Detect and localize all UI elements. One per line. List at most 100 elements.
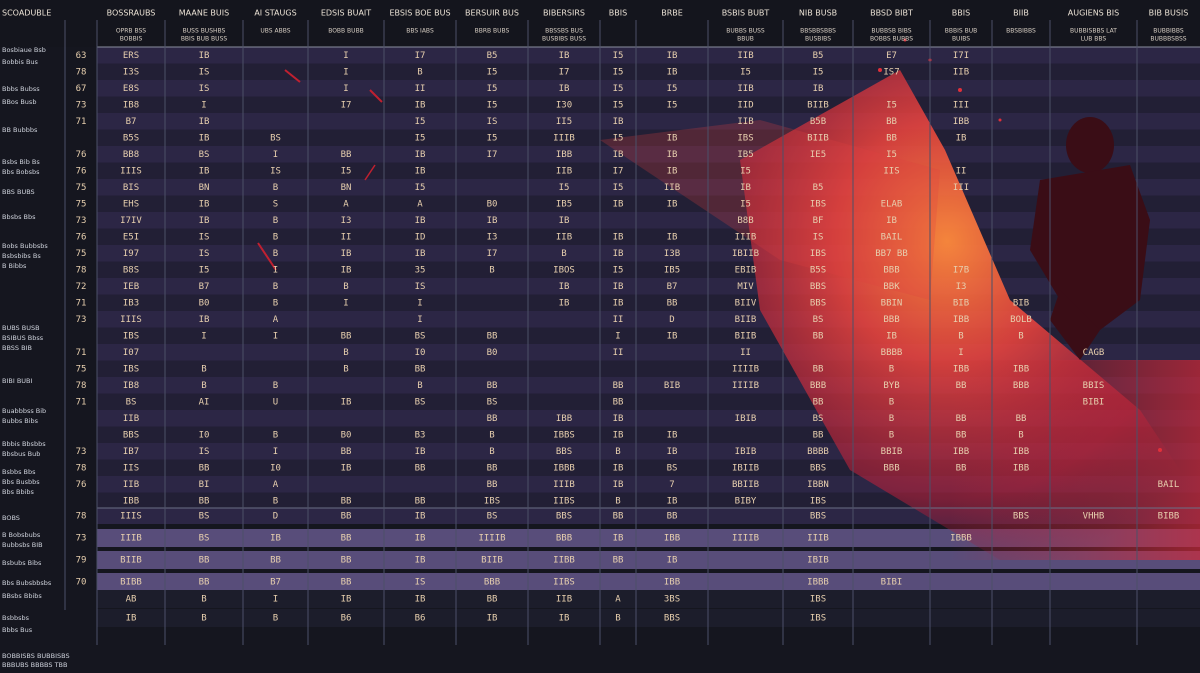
table-cell: I5 [613,265,624,275]
table-cell: IB [199,51,210,61]
column-header: EDSIS BUAIT [321,9,371,18]
table-cell: IB3 [123,298,139,308]
table-cell: BB [813,430,824,440]
sidebar-label: BBos Busb [2,98,36,106]
table-cell: I [958,348,963,358]
table-cell: B [489,265,494,275]
table-cell: D [273,512,278,522]
table-cell: I [343,84,348,94]
table-cell: B [889,364,894,374]
table-cell: BIIB [481,556,503,566]
table-cell: IIIB [553,133,575,143]
table-cell: BB [667,298,678,308]
row-band [97,96,1200,113]
table-cell: IBS [737,133,753,143]
table-cell: BB [613,512,624,522]
table-cell: IBIB [735,447,757,457]
table-cell: I [201,100,206,110]
table-cell: BIBI [881,578,903,588]
table-cell: IS [199,249,210,259]
table-cell: BB [487,595,498,605]
table-cell: BIB [664,381,680,391]
sidebar-label: BBS BUBS [2,188,35,196]
table-cell: 71 [76,348,87,358]
sidebar-label: Bbsbus Bub [2,450,40,458]
table-cell: 73 [76,100,87,110]
table-cell: IB [956,133,967,143]
column-subheader: BUBBISBBS LAT [1070,28,1117,35]
table-cell: I [343,298,348,308]
glow-art [257,38,1200,560]
table-cell: IB [667,331,678,341]
column-header: BIBERSIRS [543,9,585,18]
table-cell: S [273,199,278,209]
table-cell: BIB [953,298,969,308]
table-cell: I3B [664,249,680,259]
table-cell: II [613,348,624,358]
table-cell: IIBB [553,556,575,566]
sidebar-label: Bsbbs Bbs [2,468,36,476]
table-cell: BIIB [807,133,829,143]
table-cell: I7 [613,166,624,176]
table-cell: A [273,480,279,490]
table-cell: BOLB [1010,315,1032,325]
table-cell: IB [613,463,624,473]
table-cell: U [273,397,278,407]
sidebar-label: Bbs Busbbs [2,478,40,486]
table-cell: BIBI [1083,397,1105,407]
table-cell: IIIB [553,480,575,490]
table-cell: I [273,595,278,605]
table-cell: 63 [76,51,87,61]
sidebar-label: BIBI BUBI [2,377,32,385]
column-header: BBIS [609,9,627,18]
table-cell: IB [415,595,426,605]
column-subheader: BBBIS BUB [945,28,977,35]
table-cell: IBS [484,496,500,506]
table-cell: I7 [487,249,498,259]
sidebar-label: BB Bubbbs [2,126,38,134]
table-cell: IIS [883,166,899,176]
table-cell: BI [199,480,210,490]
table-cell: 3BS [664,595,680,605]
table-cell: BBS [556,447,572,457]
table-cell: BBS [1013,512,1029,522]
table-cell: A [343,199,349,209]
table-cell: B0 [487,199,498,209]
table-cell: BB [341,512,352,522]
table-cell: BB [613,397,624,407]
table-cell: IS [415,282,426,292]
table-cell: BB [341,447,352,457]
table-cell: IB [415,556,426,566]
table-cell: B [1018,430,1023,440]
table-cell: D [669,315,674,325]
table-cell: BBS [123,430,139,440]
row-band [97,261,1200,278]
table-cell: IB [886,216,897,226]
table-cell: II [341,232,352,242]
row-band [97,113,1200,130]
table-cell: B0 [199,298,210,308]
row-band [97,195,1200,212]
table-cell: MIV [737,282,754,292]
table-cell: EBIB [735,265,757,275]
sidebar-label: BUBS BUSB [2,324,40,332]
table-cell: B [489,447,494,457]
table-cell: IS7 [883,67,899,77]
table-cell: I5 [487,133,498,143]
table-cell: BB [487,414,498,424]
table-cell: B [201,364,206,374]
table-cell: BS [415,331,426,341]
table-cell: IBS [123,331,139,341]
table-cell: BB8 [123,150,139,160]
table-cell: BB [341,556,352,566]
table-cell: 78 [76,381,87,391]
table-cell: IIB [123,480,139,490]
table-cell: I97 [123,249,139,259]
sidebar-label: BSIBUS Bbss [2,334,44,342]
sidebar-label: Bobs Bubbsbs [2,242,48,250]
table-cell: IBIB [735,414,757,424]
table-cell: IBBB [553,463,575,473]
table-cell: B [889,397,894,407]
splatter [257,38,1162,452]
table-cell: BB [487,463,498,473]
